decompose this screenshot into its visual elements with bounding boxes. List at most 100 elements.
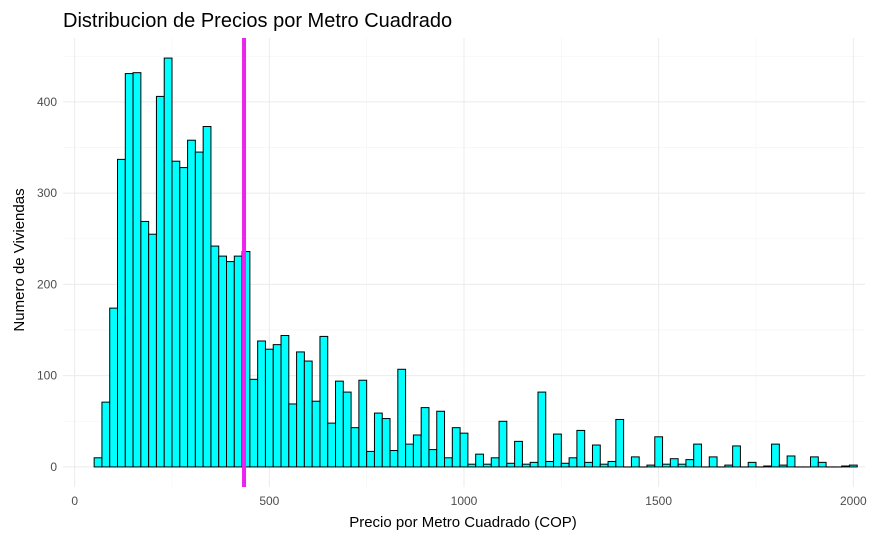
x-axis-title: Precio por Metro Cuadrado (COP) — [349, 514, 577, 531]
histogram-bar — [93, 457, 103, 468]
histogram-bar — [599, 463, 609, 468]
histogram-bar — [817, 461, 827, 468]
histogram-bar — [163, 57, 173, 468]
histogram-bar — [303, 360, 313, 468]
histogram-bar — [350, 427, 360, 468]
y-tick-label: 0 — [50, 460, 57, 474]
histogram-bar — [809, 456, 819, 468]
histogram-bar — [763, 465, 773, 468]
histogram-bar — [381, 418, 391, 468]
y-tick-label: 400 — [37, 95, 57, 109]
histogram-bar — [327, 422, 337, 468]
x-tick-label: 2000 — [840, 494, 867, 508]
x-tick-label: 1000 — [451, 494, 478, 508]
histogram-bar — [257, 340, 266, 468]
histogram-bar — [101, 401, 111, 468]
histogram-bar — [319, 335, 329, 468]
histogram-bar — [553, 433, 562, 468]
histogram-bar — [412, 434, 422, 468]
x-axis-ticks: 0 500 1000 1500 2000 — [71, 494, 867, 508]
histogram-bar — [467, 463, 477, 468]
histogram-bar — [280, 335, 290, 468]
histogram-bar — [778, 464, 788, 468]
y-tick-label: 100 — [37, 369, 57, 383]
x-tick-label: 500 — [259, 494, 279, 508]
histogram-bar — [576, 429, 586, 468]
histogram-bar — [521, 463, 531, 468]
histogram-bar — [451, 427, 461, 468]
histogram-bar — [607, 460, 617, 468]
histogram-bar — [109, 307, 119, 468]
chart-title: Distribucion de Precios por Metro Cuadra… — [63, 10, 452, 32]
histogram-bar — [506, 462, 516, 468]
y-axis-ticks: 0 100 200 300 400 — [37, 95, 57, 474]
histogram-bar — [545, 460, 555, 468]
histogram-bars — [93, 57, 858, 468]
x-tick-label: 0 — [71, 494, 78, 508]
histogram-bar — [786, 455, 796, 468]
histogram-bar — [272, 344, 282, 468]
histogram-bar — [708, 456, 718, 468]
histogram-bar — [218, 255, 228, 468]
histogram-bar — [529, 461, 539, 468]
histogram-bar — [342, 391, 352, 468]
histogram-bar — [249, 378, 259, 468]
histogram-bar — [841, 465, 850, 468]
histogram-bar — [490, 457, 500, 468]
histogram-bar — [311, 400, 321, 468]
histogram-bar — [444, 457, 453, 468]
histogram-bar — [226, 261, 235, 468]
histogram-bar — [560, 462, 570, 468]
histogram-bar — [662, 463, 671, 468]
x-tick-label: 1500 — [645, 494, 672, 508]
histogram-bar — [693, 443, 702, 468]
histogram-bar — [654, 436, 664, 468]
histogram-bar — [630, 456, 640, 468]
histogram-bar — [459, 432, 469, 468]
histogram-bar — [264, 348, 274, 468]
histogram-bar — [677, 463, 687, 468]
y-axis-title: Numero de Viviendas — [11, 188, 28, 331]
histogram-bar — [732, 445, 741, 468]
histogram-bar — [420, 407, 430, 468]
histogram-bar — [591, 444, 601, 468]
histogram-bar — [366, 450, 375, 468]
histogram-bar — [514, 440, 523, 468]
histogram-bar — [171, 160, 181, 468]
histogram-bar — [685, 459, 695, 468]
y-tick-label: 200 — [37, 277, 57, 291]
histogram-bar — [498, 420, 508, 468]
histogram-bar — [475, 453, 484, 468]
histogram-bar — [428, 449, 438, 468]
histogram-bar — [584, 461, 593, 468]
histogram-bar — [148, 233, 157, 468]
histogram-bar — [771, 443, 780, 468]
histogram-bar — [296, 351, 305, 468]
histogram-bar — [288, 403, 298, 468]
histogram-bar — [202, 126, 212, 468]
histogram-bar — [389, 449, 399, 468]
histogram-bar — [724, 464, 734, 468]
histogram-bar — [568, 457, 578, 468]
histogram-bar — [615, 418, 625, 468]
histogram-bar — [436, 410, 446, 468]
histogram-bar — [194, 151, 204, 468]
histogram-bar — [210, 245, 220, 468]
histogram-bar — [358, 379, 368, 468]
histogram-bar — [179, 167, 189, 468]
histogram-bar — [646, 464, 656, 468]
histogram-bar — [669, 458, 679, 468]
histogram-bar — [537, 391, 547, 468]
histogram-bar — [405, 443, 414, 468]
histogram-bar — [155, 95, 165, 468]
histogram-bar — [482, 463, 492, 468]
histogram-bar — [373, 412, 383, 468]
histogram-bar — [132, 72, 142, 468]
histogram-bar — [117, 158, 126, 468]
histogram-bar — [233, 255, 243, 468]
histogram-bar — [747, 461, 757, 468]
histogram-bar — [124, 73, 134, 468]
histogram-bar — [397, 368, 407, 468]
histogram-bar — [335, 380, 344, 468]
